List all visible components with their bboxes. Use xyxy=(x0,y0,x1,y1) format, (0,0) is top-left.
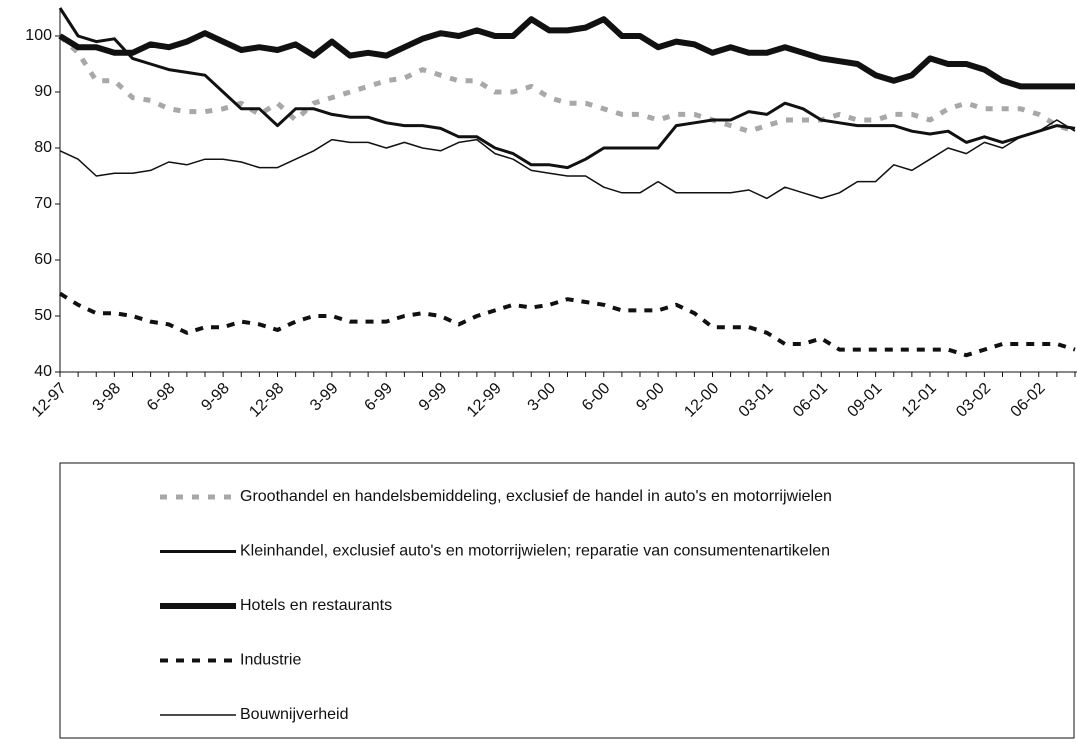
x-tick-label: 06-02 xyxy=(1008,380,1049,421)
x-tick-label: 9-00 xyxy=(633,380,668,415)
y-tick-label: 50 xyxy=(34,307,52,324)
legend-label: Groothandel en handelsbemiddeling, exclu… xyxy=(240,488,832,505)
x-tick-label: 03-02 xyxy=(953,380,994,421)
series-line xyxy=(58,16,1075,90)
y-tick-label: 70 xyxy=(34,195,52,212)
legend-box xyxy=(59,462,1075,739)
series-line xyxy=(59,119,1076,200)
x-tick-label: 9-99 xyxy=(416,380,451,415)
x-tick-label: 06-01 xyxy=(790,380,831,421)
x-tick-label: 3-00 xyxy=(525,380,560,415)
legend-label: Hotels en restaurants xyxy=(240,597,392,614)
x-tick-label: 09-01 xyxy=(844,380,885,421)
x-tick-label: 12-97 xyxy=(29,380,70,421)
y-tick-label: 100 xyxy=(25,27,52,44)
legend-label: Bouwnijverheid xyxy=(240,706,349,723)
y-tick-label: 80 xyxy=(34,139,52,156)
y-tick-label: 90 xyxy=(34,83,52,100)
x-tick-label: 3-98 xyxy=(90,380,125,415)
series-line xyxy=(58,7,1076,170)
x-tick-label: 03-01 xyxy=(736,380,777,421)
x-tick-label: 9-98 xyxy=(198,380,233,415)
x-tick-label: 6-99 xyxy=(361,380,396,415)
x-tick-label: 12-98 xyxy=(246,380,287,421)
x-tick-label: 3-99 xyxy=(307,380,342,415)
series-line xyxy=(58,291,1076,358)
legend-label: Industrie xyxy=(240,652,301,669)
y-tick-label: 40 xyxy=(34,363,52,380)
x-tick-label: 6-00 xyxy=(579,380,614,415)
x-tick-label: 6-98 xyxy=(144,380,179,415)
x-tick-label: 12-99 xyxy=(464,380,505,421)
x-tick-label: 12-00 xyxy=(681,380,722,421)
x-tick-label: 12-01 xyxy=(899,380,940,421)
y-tick-label: 60 xyxy=(34,251,52,268)
legend-label: Kleinhandel, exclusief auto's en motorri… xyxy=(240,543,830,560)
